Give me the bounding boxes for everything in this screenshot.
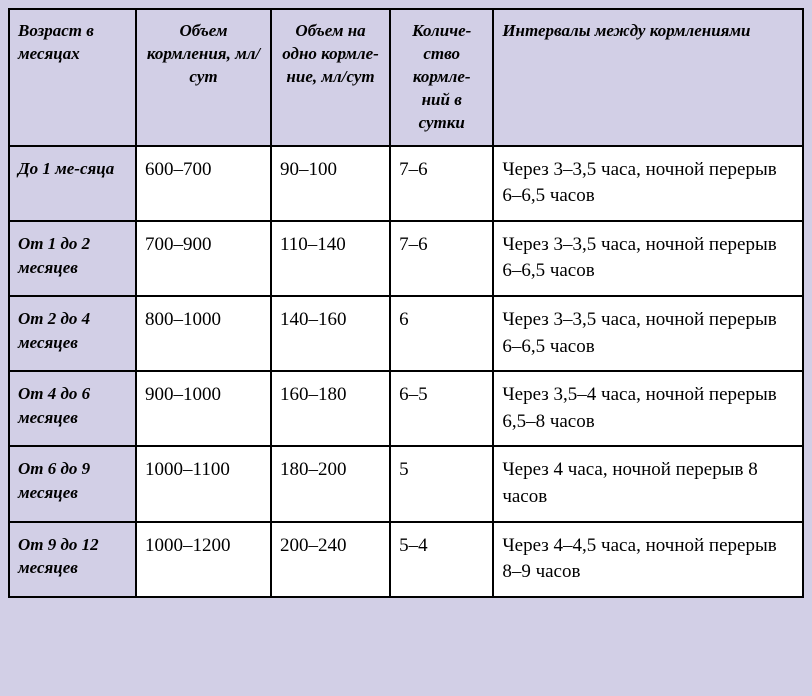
cell-volume-feed: 110–140 [271, 221, 390, 296]
table-row: От 2 до 4 месяцев 800–1000 140–160 6 Чер… [9, 296, 803, 371]
header-interval: Интервалы между кормлениями [493, 9, 803, 146]
cell-interval: Через 3–3,5 часа, ночной перерыв 6–6,5 ч… [493, 221, 803, 296]
table-row: От 6 до 9 месяцев 1000–1100 180–200 5 Че… [9, 446, 803, 521]
table-row: От 9 до 12 месяцев 1000–1200 200–240 5–4… [9, 522, 803, 597]
cell-volume-day: 600–700 [136, 146, 271, 221]
cell-age: От 2 до 4 месяцев [9, 296, 136, 371]
table-row: От 4 до 6 месяцев 900–1000 160–180 6–5 Ч… [9, 371, 803, 446]
table-row: До 1 ме-сяца 600–700 90–100 7–6 Через 3–… [9, 146, 803, 221]
table-header-row: Возраст в месяцах Объем кормления, мл/су… [9, 9, 803, 146]
cell-volume-feed: 160–180 [271, 371, 390, 446]
cell-interval: Через 4–4,5 часа, ночной перерыв 8–9 час… [493, 522, 803, 597]
cell-count: 6–5 [390, 371, 493, 446]
cell-volume-day: 1000–1100 [136, 446, 271, 521]
cell-count: 5 [390, 446, 493, 521]
cell-count: 7–6 [390, 221, 493, 296]
cell-interval: Через 4 часа, ночной перерыв 8 часов [493, 446, 803, 521]
header-volume-feed: Объем на одно кормле-ние, мл/сут [271, 9, 390, 146]
header-age: Возраст в месяцах [9, 9, 136, 146]
header-count: Количе-ство кормле-ний в сутки [390, 9, 493, 146]
cell-interval: Через 3–3,5 часа, ночной перерыв 6–6,5 ч… [493, 296, 803, 371]
table-row: От 1 до 2 месяцев 700–900 110–140 7–6 Че… [9, 221, 803, 296]
cell-age: От 4 до 6 месяцев [9, 371, 136, 446]
cell-count: 6 [390, 296, 493, 371]
cell-age: От 6 до 9 месяцев [9, 446, 136, 521]
cell-volume-day: 700–900 [136, 221, 271, 296]
cell-volume-day: 1000–1200 [136, 522, 271, 597]
header-volume-day: Объем кормления, мл/сут [136, 9, 271, 146]
cell-count: 5–4 [390, 522, 493, 597]
table-body: До 1 ме-сяца 600–700 90–100 7–6 Через 3–… [9, 146, 803, 597]
cell-volume-feed: 200–240 [271, 522, 390, 597]
cell-interval: Через 3,5–4 часа, ночной перерыв 6,5–8 ч… [493, 371, 803, 446]
cell-volume-feed: 140–160 [271, 296, 390, 371]
cell-count: 7–6 [390, 146, 493, 221]
cell-volume-day: 900–1000 [136, 371, 271, 446]
cell-age: До 1 ме-сяца [9, 146, 136, 221]
cell-volume-feed: 180–200 [271, 446, 390, 521]
cell-age: От 9 до 12 месяцев [9, 522, 136, 597]
feeding-table: Возраст в месяцах Объем кормления, мл/су… [8, 8, 804, 598]
cell-interval: Через 3–3,5 часа, ночной перерыв 6–6,5 ч… [493, 146, 803, 221]
cell-volume-day: 800–1000 [136, 296, 271, 371]
cell-age: От 1 до 2 месяцев [9, 221, 136, 296]
cell-volume-feed: 90–100 [271, 146, 390, 221]
